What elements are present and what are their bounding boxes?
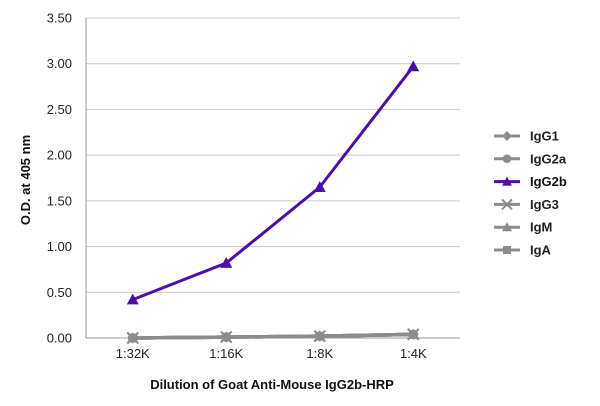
legend-marker-igg2a <box>502 154 512 164</box>
legend-marker-igg3 <box>501 198 513 211</box>
x-tick-label: 1:4K <box>400 346 427 361</box>
y-tick-label: 1.00 <box>47 239 72 254</box>
series-line-iga <box>132 332 414 340</box>
y-tick-label: 2.50 <box>47 102 72 117</box>
legend-label-igg2a: IgG2a <box>530 151 567 166</box>
series-igg2b <box>126 60 420 305</box>
legend-item-igg2a: IgG2a <box>494 151 567 166</box>
legend-item-igm: IgM <box>494 220 552 235</box>
y-tick-label: 1.50 <box>47 193 72 208</box>
data-point-iga <box>221 332 231 342</box>
y-tick-label: 0.00 <box>47 331 72 346</box>
legend-label-igg3: IgG3 <box>530 197 559 212</box>
data-point-iga <box>408 329 418 339</box>
legend-item-igg1: IgG1 <box>494 129 559 144</box>
data-point-iga <box>128 333 138 343</box>
legend-item-igg2b: IgG2b <box>494 174 567 189</box>
gridlines <box>86 17 460 293</box>
data-point-igg2b <box>220 257 233 268</box>
data-point-igg2b <box>126 293 139 305</box>
legend: IgG1 IgG2a IgG2b IgG3 IgM IgA <box>494 129 567 258</box>
x-tick-label: 1:16K <box>209 346 243 361</box>
y-axis-title: O.D. at 405 nm <box>18 135 33 225</box>
y-tick-label: 3.00 <box>47 56 72 71</box>
x-tick-label: 1:32K <box>116 346 150 361</box>
legend-item-igg3: IgG3 <box>494 197 559 212</box>
y-tick-label: 2.00 <box>47 148 72 163</box>
legend-label-igg1: IgG1 <box>530 129 559 144</box>
legend-marker-igg1 <box>502 131 512 141</box>
legend-label-igm: IgM <box>530 220 552 235</box>
x-tick-labels: 1:32K 1:16K 1:8K 1:4K <box>116 346 427 361</box>
plot-area <box>126 60 420 345</box>
y-tick-labels: 0.00 0.50 1.00 1.50 2.00 2.50 3.00 3.50 <box>47 11 72 346</box>
legend-label-igg2b: IgG2b <box>530 174 567 189</box>
series-line-igg2b <box>132 65 415 301</box>
x-tick-label: 1:8K <box>306 346 333 361</box>
legend-label-iga: IgA <box>530 243 552 258</box>
data-point-iga <box>315 331 325 341</box>
series-iga <box>128 329 418 343</box>
axes <box>85 18 460 339</box>
legend-item-iga: IgA <box>494 243 552 258</box>
data-point-igg2b <box>407 60 420 72</box>
legend-marker-igg2b <box>502 176 512 186</box>
y-tick-label: 3.50 <box>47 11 72 26</box>
y-tick-label: 0.50 <box>47 285 72 300</box>
legend-marker-igm <box>502 222 512 232</box>
legend-marker-iga <box>503 246 511 254</box>
data-point-igg2b <box>313 181 326 192</box>
legend-marker-igg3-stroke <box>501 198 513 211</box>
x-axis-title: Dilution of Goat Anti-Mouse IgG2b-HRP <box>150 377 394 392</box>
